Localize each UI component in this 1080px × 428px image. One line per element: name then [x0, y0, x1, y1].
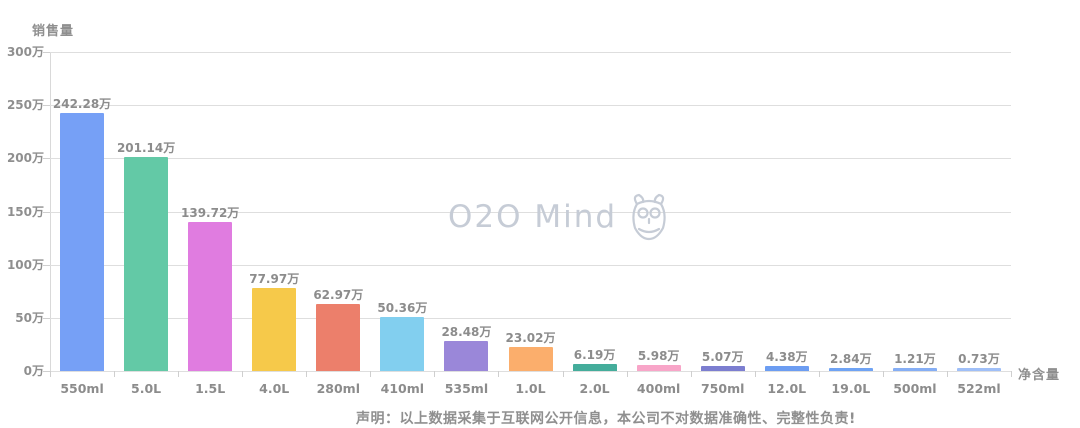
y-tick-label: 250万 — [6, 98, 44, 113]
x-axis-tick — [946, 371, 948, 377]
bar-5.0L — [124, 157, 169, 371]
gridline — [50, 371, 1011, 372]
y-tick-label: 50万 — [15, 310, 44, 325]
x-tick-label: 522ml — [957, 381, 1001, 396]
x-tick-label: 280ml — [316, 381, 360, 396]
gridline — [50, 52, 1011, 53]
y-axis-tick — [43, 211, 50, 213]
y-axis-title: 销售量 — [32, 24, 75, 39]
y-tick-label: 150万 — [6, 204, 44, 219]
bar-410ml — [380, 317, 425, 371]
y-tick-label: 200万 — [6, 151, 44, 166]
x-axis-tick — [114, 371, 116, 377]
bar-value-label: 62.97万 — [313, 288, 364, 303]
x-axis-tick — [1011, 371, 1012, 377]
gridline — [50, 105, 1011, 107]
x-tick-label: 750ml — [700, 381, 745, 396]
gridline — [50, 264, 1011, 266]
x-tick-label: 400ml — [636, 381, 681, 396]
y-axis-tick — [43, 158, 50, 160]
y-axis-tick — [43, 371, 50, 372]
y-tick-label: 0万 — [23, 364, 44, 378]
bar-500ml — [892, 368, 937, 371]
x-axis-tick — [370, 371, 372, 377]
x-tick-label: 2.0L — [579, 381, 610, 396]
bar-19.0L — [828, 367, 873, 371]
y-axis-tick — [43, 264, 50, 266]
x-axis-tick — [306, 371, 308, 377]
bar-1.0L — [508, 346, 553, 371]
bar-400ml — [636, 364, 681, 371]
x-tick-label: 1.0L — [515, 381, 546, 396]
bar-2.0L — [572, 364, 617, 371]
y-axis-tick — [43, 52, 50, 53]
x-axis-tick — [434, 371, 436, 377]
bar-value-label: 5.07万 — [701, 349, 744, 364]
gridline — [50, 317, 1011, 319]
bar-value-label: 28.48万 — [441, 324, 492, 339]
x-axis-tick — [754, 371, 756, 377]
disclaimer-text: 声明：以上数据采集于互联网公开信息，本公司不对数据准确性、完整性负责! — [356, 411, 856, 427]
watermark-text: O2O Mind — [448, 199, 618, 235]
bar-value-label: 6.19万 — [573, 348, 616, 363]
x-axis-tick — [626, 371, 628, 377]
x-tick-label: 19.0L — [831, 381, 871, 396]
x-tick-label: 535ml — [444, 381, 489, 396]
bar-value-label: 50.36万 — [377, 301, 428, 316]
bar-value-label: 1.21万 — [894, 352, 936, 366]
bar-550ml — [60, 113, 105, 371]
bar-1.5L — [188, 222, 233, 371]
bar-value-label: 0.73万 — [958, 352, 1000, 366]
watermark: O2O Mind — [448, 192, 671, 242]
bar-value-label: 4.38万 — [765, 350, 808, 365]
bar-280ml — [316, 304, 361, 371]
bar-4.0L — [252, 288, 297, 371]
gridline — [50, 158, 1011, 160]
x-axis-tick — [178, 371, 180, 377]
y-tick-label: 300万 — [6, 45, 44, 59]
x-tick-label: 500ml — [893, 381, 937, 396]
x-tick-label: 12.0L — [767, 381, 807, 396]
bar-value-label: 2.84万 — [830, 351, 872, 366]
x-axis-tick — [818, 371, 820, 377]
x-axis-tick — [690, 371, 692, 377]
y-tick-label: 100万 — [6, 257, 44, 272]
owl-logo-icon — [632, 193, 666, 241]
x-axis-tick — [242, 371, 244, 377]
x-axis-tick — [562, 371, 564, 377]
bar-750ml — [700, 365, 745, 371]
x-tick-label: 550ml — [60, 381, 104, 396]
bar-12.0L — [764, 366, 809, 371]
bar-value-label: 77.97万 — [249, 272, 300, 287]
bar-535ml — [444, 340, 489, 371]
bar-value-label: 5.98万 — [637, 348, 680, 363]
y-axis-tick — [43, 317, 50, 319]
x-tick-label: 1.5L — [195, 381, 226, 396]
bar-value-label: 242.28万 — [52, 97, 112, 112]
bar-522ml — [956, 368, 1001, 371]
y-axis-tick — [43, 105, 50, 107]
bar-value-label: 201.14万 — [116, 141, 176, 156]
x-tick-label: 410ml — [380, 381, 425, 396]
x-axis-tick — [882, 371, 884, 377]
x-axis-tick — [50, 371, 51, 377]
x-tick-label: 5.0L — [131, 381, 162, 396]
bar-value-label: 139.72万 — [181, 206, 240, 221]
x-axis-title: 净含量 — [1018, 368, 1061, 383]
gridline — [50, 211, 1011, 213]
bar-value-label: 23.02万 — [505, 330, 556, 345]
x-axis-tick — [498, 371, 500, 377]
x-tick-label: 4.0L — [259, 381, 290, 396]
